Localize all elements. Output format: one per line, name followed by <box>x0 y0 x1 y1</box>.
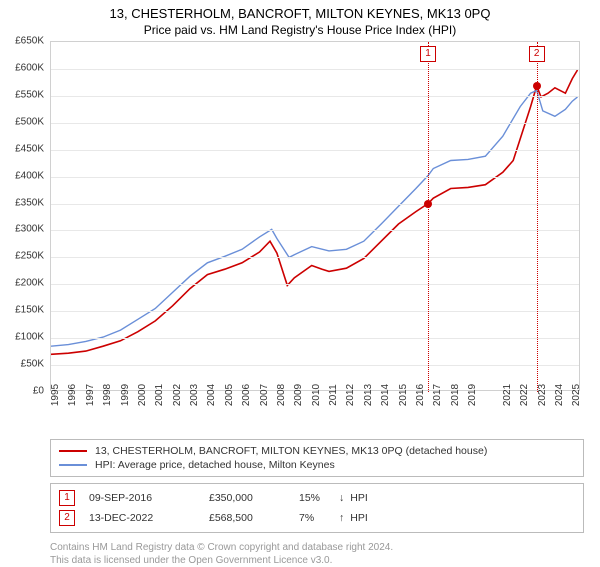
x-axis-label: 2006 <box>241 384 252 406</box>
sale-date: 13-DEC-2022 <box>89 512 209 524</box>
sale-date: 09-SEP-2016 <box>89 492 209 504</box>
y-axis-label: £200K <box>15 278 44 289</box>
x-axis-label: 2005 <box>224 384 235 406</box>
x-axis-label: 2009 <box>293 384 304 406</box>
footer-line-1: Contains HM Land Registry data © Crown c… <box>50 541 584 554</box>
x-axis-label: 2010 <box>311 384 322 406</box>
y-axis-label: £450K <box>15 143 44 154</box>
x-axis-label: 2007 <box>259 384 270 406</box>
sale-badge: 2 <box>59 510 75 526</box>
x-axis-label: 2019 <box>467 384 478 406</box>
x-axis-label: 2013 <box>363 384 374 406</box>
x-axis-label: 1998 <box>102 384 113 406</box>
x-axis-label: 2021 <box>502 384 513 406</box>
x-axis-label: 2024 <box>554 384 565 406</box>
footer-line-2: This data is licensed under the Open Gov… <box>50 554 584 567</box>
y-axis-label: £50K <box>21 359 44 370</box>
x-axis-label: 2011 <box>328 384 339 406</box>
gridline <box>51 230 579 231</box>
gridline <box>51 204 579 205</box>
gridline <box>51 338 579 339</box>
gridline <box>51 123 579 124</box>
x-axis-label: 2018 <box>450 384 461 406</box>
x-axis-label: 1999 <box>120 384 131 406</box>
marker-badge: 2 <box>529 46 545 62</box>
y-axis-label: £100K <box>15 332 44 343</box>
y-axis-label: £550K <box>15 89 44 100</box>
x-axis-label: 2012 <box>345 384 356 406</box>
legend-label: 13, CHESTERHOLM, BANCROFT, MILTON KEYNES… <box>95 445 487 457</box>
gridline <box>51 177 579 178</box>
sale-pct: 7% <box>299 512 339 524</box>
x-axis-label: 2002 <box>172 384 183 406</box>
legend-row: 13, CHESTERHOLM, BANCROFT, MILTON KEYNES… <box>59 444 575 458</box>
plot-area: 12 <box>50 41 580 391</box>
gridline <box>51 150 579 151</box>
x-axis-label: 2001 <box>154 384 165 406</box>
marker-dot <box>533 82 541 90</box>
y-axis-label: £600K <box>15 62 44 73</box>
legend-row: HPI: Average price, detached house, Milt… <box>59 458 575 472</box>
gridline <box>51 365 579 366</box>
y-axis-label: £300K <box>15 224 44 235</box>
gridline <box>51 284 579 285</box>
gridline <box>51 311 579 312</box>
y-axis-label: £0 <box>33 386 44 397</box>
sale-price: £568,500 <box>209 512 299 524</box>
sale-suffix: HPI <box>350 492 368 504</box>
address-title: 13, CHESTERHOLM, BANCROFT, MILTON KEYNES… <box>0 0 600 21</box>
marker-dot <box>424 200 432 208</box>
y-axis-label: £350K <box>15 197 44 208</box>
sale-suffix: HPI <box>350 512 368 524</box>
series-blue <box>51 91 578 347</box>
marker-vline <box>428 42 429 392</box>
marker-badge: 1 <box>420 46 436 62</box>
sale-row: 2 13-DEC-2022£568,5007%↑ HPI <box>59 508 575 528</box>
x-axis-label: 1997 <box>85 384 96 406</box>
x-axis-label: 2022 <box>519 384 530 406</box>
arrow-icon: ↓ <box>339 492 344 504</box>
legend-swatch <box>59 464 87 466</box>
price-chart: 12 £0£50K£100K£150K£200K£250K£300K£350K£… <box>50 41 580 391</box>
sale-price: £350,000 <box>209 492 299 504</box>
x-axis-label: 1996 <box>67 384 78 406</box>
x-axis-label: 2008 <box>276 384 287 406</box>
footer-attribution: Contains HM Land Registry data © Crown c… <box>50 541 584 567</box>
x-axis-label: 2023 <box>537 384 548 406</box>
y-axis-label: £400K <box>15 170 44 181</box>
x-axis-label: 2004 <box>206 384 217 406</box>
sales-table: 1 09-SEP-2016£350,00015%↓ HPI 2 13-DEC-2022£… <box>50 483 584 533</box>
x-axis-label: 2016 <box>415 384 426 406</box>
x-axis-label: 2017 <box>432 384 443 406</box>
x-axis-label: 2003 <box>189 384 200 406</box>
legend-swatch <box>59 450 87 452</box>
x-axis-label: 2015 <box>398 384 409 406</box>
gridline <box>51 69 579 70</box>
sale-row: 1 09-SEP-2016£350,00015%↓ HPI <box>59 488 575 508</box>
y-axis-label: £500K <box>15 116 44 127</box>
gridline <box>51 96 579 97</box>
legend-label: HPI: Average price, detached house, Milt… <box>95 459 335 471</box>
y-axis-label: £250K <box>15 251 44 262</box>
x-axis-label: 2014 <box>380 384 391 406</box>
chart-lines <box>51 42 581 392</box>
gridline <box>51 257 579 258</box>
sale-badge: 1 <box>59 490 75 506</box>
arrow-icon: ↑ <box>339 512 344 524</box>
y-axis-label: £150K <box>15 305 44 316</box>
sale-pct: 15% <box>299 492 339 504</box>
x-axis-label: 2000 <box>137 384 148 406</box>
x-axis-label: 2025 <box>571 384 582 406</box>
legend-box: 13, CHESTERHOLM, BANCROFT, MILTON KEYNES… <box>50 439 584 477</box>
x-axis-label: 1995 <box>50 384 61 406</box>
marker-vline <box>537 42 538 392</box>
chart-subtitle: Price paid vs. HM Land Registry's House … <box>0 21 600 41</box>
y-axis-label: £650K <box>15 36 44 47</box>
